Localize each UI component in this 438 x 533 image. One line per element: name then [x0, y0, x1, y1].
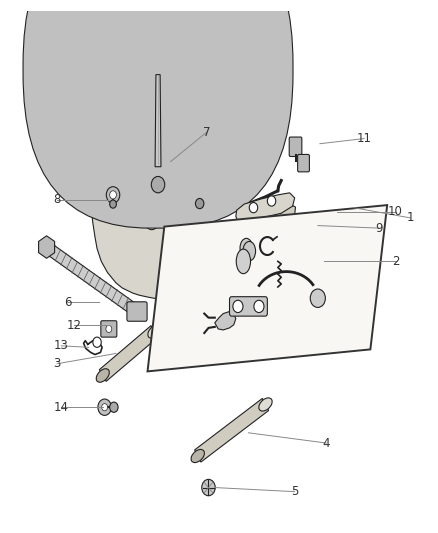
Circle shape	[157, 196, 176, 219]
Circle shape	[110, 200, 117, 208]
Text: 11: 11	[357, 132, 371, 145]
Polygon shape	[236, 193, 295, 222]
Circle shape	[102, 403, 108, 411]
Polygon shape	[155, 75, 161, 167]
Ellipse shape	[240, 238, 253, 258]
FancyBboxPatch shape	[127, 302, 147, 321]
Text: 4: 4	[322, 437, 330, 449]
Polygon shape	[236, 204, 296, 228]
FancyBboxPatch shape	[289, 137, 302, 157]
Text: 12: 12	[67, 319, 81, 332]
Polygon shape	[120, 200, 133, 218]
Circle shape	[98, 399, 111, 415]
Polygon shape	[44, 242, 140, 317]
Text: 1: 1	[406, 212, 414, 224]
Ellipse shape	[259, 398, 272, 411]
Text: 2: 2	[392, 255, 399, 268]
Ellipse shape	[236, 249, 251, 273]
Text: 9: 9	[375, 222, 382, 235]
Circle shape	[110, 191, 117, 199]
Ellipse shape	[96, 369, 110, 382]
Circle shape	[151, 176, 165, 193]
Text: 5: 5	[291, 485, 298, 498]
FancyBboxPatch shape	[230, 297, 267, 316]
FancyBboxPatch shape	[298, 155, 309, 172]
Polygon shape	[91, 168, 203, 303]
Circle shape	[254, 300, 264, 312]
Circle shape	[148, 177, 169, 203]
Text: 8: 8	[53, 193, 61, 206]
Circle shape	[106, 187, 120, 203]
Text: 7: 7	[203, 126, 210, 139]
Ellipse shape	[243, 241, 256, 261]
Circle shape	[110, 402, 118, 413]
Polygon shape	[39, 236, 55, 259]
Circle shape	[106, 325, 112, 333]
Circle shape	[144, 211, 159, 230]
Circle shape	[233, 300, 243, 312]
Text: 3: 3	[53, 357, 61, 370]
Polygon shape	[215, 311, 236, 330]
Text: 13: 13	[54, 340, 69, 352]
Ellipse shape	[191, 449, 205, 463]
Circle shape	[195, 198, 204, 209]
Polygon shape	[194, 398, 268, 462]
Circle shape	[249, 203, 258, 213]
Text: 6: 6	[64, 296, 71, 309]
Polygon shape	[148, 205, 387, 372]
Ellipse shape	[148, 325, 161, 338]
Circle shape	[93, 337, 101, 348]
Circle shape	[267, 196, 276, 206]
FancyBboxPatch shape	[23, 0, 293, 228]
Circle shape	[310, 289, 325, 308]
Circle shape	[202, 479, 215, 496]
Text: 14: 14	[54, 401, 69, 414]
FancyBboxPatch shape	[101, 321, 117, 337]
FancyBboxPatch shape	[143, 34, 173, 67]
Polygon shape	[99, 326, 158, 382]
Text: 10: 10	[388, 205, 403, 218]
Ellipse shape	[111, 181, 138, 201]
